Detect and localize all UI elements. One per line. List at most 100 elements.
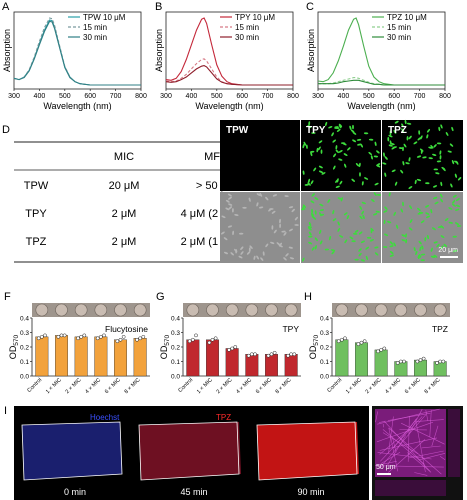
cell-mark bbox=[449, 143, 454, 147]
cell-mark bbox=[393, 129, 397, 134]
panel-letter-c: C bbox=[306, 1, 314, 13]
cell-mark bbox=[302, 143, 305, 149]
cell-mark bbox=[260, 257, 264, 261]
x-axis-label: Wavelength (nm) bbox=[347, 101, 415, 111]
cell-mark bbox=[256, 202, 259, 207]
time-90min: 90 min bbox=[297, 487, 324, 497]
x-tick-label: 400 bbox=[34, 93, 46, 100]
filament bbox=[379, 428, 410, 455]
x-tick-label: 8 × MIC bbox=[275, 377, 293, 395]
cell-mark bbox=[389, 241, 393, 245]
cell-mark bbox=[291, 208, 295, 213]
x-tick-label: 600 bbox=[388, 93, 400, 100]
well-plate-strip bbox=[32, 303, 150, 317]
data-point bbox=[187, 339, 192, 344]
cell-mark bbox=[240, 246, 244, 250]
cell-mark bbox=[248, 247, 251, 252]
cell-mark bbox=[448, 207, 453, 210]
y-tick-label: 0.4 bbox=[320, 316, 329, 323]
well bbox=[433, 303, 447, 317]
cell-mark bbox=[338, 124, 342, 129]
cell-mark bbox=[433, 168, 438, 171]
cell-mark bbox=[368, 138, 374, 141]
cell-mark bbox=[450, 183, 453, 188]
y-axis-label: Absorption bbox=[306, 29, 316, 72]
cell-mark bbox=[318, 170, 324, 173]
data-point bbox=[227, 348, 231, 352]
data-point bbox=[213, 336, 218, 341]
cell-mark bbox=[448, 221, 453, 224]
x-axis-label: Wavelength (nm) bbox=[195, 101, 263, 111]
x-tick-label: 8 × MIC bbox=[124, 377, 142, 395]
cell-mark bbox=[234, 214, 239, 216]
cell-mark bbox=[375, 210, 380, 213]
bar bbox=[355, 342, 368, 377]
data-point bbox=[286, 353, 290, 358]
cell-mark bbox=[426, 215, 431, 219]
cell-mark bbox=[384, 172, 387, 177]
legend-entry: 30 min bbox=[387, 33, 411, 42]
cell-mark bbox=[393, 242, 396, 247]
cell-mark bbox=[389, 250, 394, 255]
data-point bbox=[102, 333, 106, 338]
cell-mark bbox=[308, 231, 312, 236]
well bbox=[55, 303, 68, 317]
cell-mark bbox=[285, 253, 289, 257]
series-line-1 bbox=[317, 17, 445, 86]
cell-mark bbox=[307, 125, 312, 129]
orthogonal-view-xz bbox=[375, 480, 446, 496]
cell-mark bbox=[452, 194, 457, 198]
cell-mark bbox=[347, 147, 351, 151]
cell-mark bbox=[265, 243, 269, 248]
cell-mark bbox=[359, 215, 363, 220]
cell-mark bbox=[227, 225, 233, 228]
bar bbox=[114, 339, 127, 377]
cell-mark bbox=[310, 180, 314, 185]
cell-mark bbox=[430, 208, 433, 214]
data-point bbox=[418, 358, 423, 362]
filament bbox=[382, 429, 425, 465]
cell-mark bbox=[433, 254, 438, 258]
data-point bbox=[292, 352, 297, 357]
data-point bbox=[395, 361, 400, 365]
legend-entry: 15 min bbox=[83, 23, 107, 32]
cell-mark bbox=[344, 239, 348, 244]
well bbox=[94, 303, 108, 317]
tpz-volume-90min bbox=[257, 422, 359, 480]
cell-mark bbox=[314, 245, 317, 250]
cell-mark bbox=[418, 130, 421, 135]
cell-mark bbox=[400, 208, 404, 213]
cell-mark bbox=[438, 126, 441, 132]
cell-mark bbox=[318, 140, 323, 144]
cell-mark bbox=[223, 237, 228, 241]
cell-mark bbox=[270, 241, 275, 245]
cell-mark bbox=[383, 152, 385, 157]
cell-mark bbox=[308, 121, 311, 126]
cell-mark bbox=[361, 210, 365, 215]
cell-mark bbox=[332, 139, 336, 143]
filament bbox=[409, 418, 417, 428]
cell-mark bbox=[302, 257, 305, 262]
panel-letter-f: F bbox=[4, 291, 11, 303]
cell-mark bbox=[451, 159, 455, 165]
cell-mark bbox=[223, 251, 229, 255]
cell-mark bbox=[328, 235, 332, 241]
cell-mark bbox=[418, 240, 422, 245]
cell-mark bbox=[424, 237, 427, 242]
data-point bbox=[289, 352, 294, 357]
data-point bbox=[36, 336, 41, 341]
cell-mark bbox=[335, 145, 338, 150]
cell-mark bbox=[359, 172, 361, 177]
x-tick-label: 8 × MIC bbox=[424, 377, 442, 395]
data-point bbox=[339, 337, 344, 342]
well bbox=[355, 303, 368, 317]
data-point bbox=[359, 340, 364, 345]
bar bbox=[94, 336, 108, 377]
cell-mark bbox=[391, 169, 396, 173]
cell-mark bbox=[278, 244, 283, 248]
cell-mark bbox=[417, 207, 421, 211]
data-point bbox=[398, 359, 403, 364]
tpw-fluorescence-image bbox=[220, 120, 300, 191]
